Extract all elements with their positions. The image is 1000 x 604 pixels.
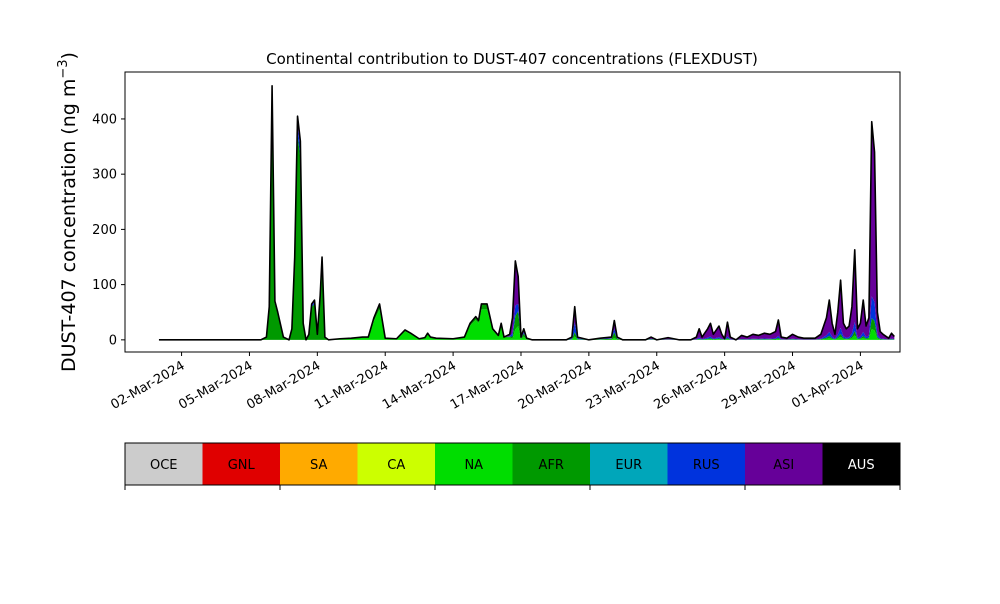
colorbar-swatch-aus xyxy=(822,443,901,485)
colorbar-label-eur: EUR xyxy=(615,458,642,473)
x-tick-label: 20-Mar-2024 xyxy=(516,358,595,412)
total-line xyxy=(158,85,895,341)
colorbar-label-afr: AFR xyxy=(539,458,564,473)
colorbar-swatch-eur xyxy=(590,443,668,485)
colorbar: OCE GNL SA CA NA AFR EUR RUS ASI AUS xyxy=(124,442,901,490)
colorbar-swatch-sa xyxy=(280,443,358,485)
colorbar-swatch-oce xyxy=(125,443,203,485)
colorbar-label-na: NA xyxy=(464,458,483,473)
x-tick-label: 29-Mar-2024 xyxy=(719,358,798,412)
colorbar-label-sa: SA xyxy=(310,458,327,473)
x-axis: 02-Mar-202405-Mar-202408-Mar-202411-Mar-… xyxy=(108,352,866,413)
colorbar-swatch-gnl xyxy=(202,443,281,485)
colorbar-swatch-rus xyxy=(667,443,746,485)
colorbar-label-asi: ASI xyxy=(773,458,794,473)
colorbar-swatch-na xyxy=(435,443,513,485)
colorbar-label-rus: RUS xyxy=(693,458,720,473)
x-tick-label: 23-Mar-2024 xyxy=(584,358,663,412)
x-tick-label: 17-Mar-2024 xyxy=(448,358,527,412)
x-tick-label: 08-Mar-2024 xyxy=(244,358,323,412)
colorbar-frame xyxy=(124,442,901,486)
x-tick-label: 11-Mar-2024 xyxy=(312,358,391,412)
colorbar-label-ca: CA xyxy=(387,458,405,473)
chart-title: Continental contribution to DUST-407 con… xyxy=(266,50,758,68)
colorbar-swatch-asi xyxy=(745,443,823,485)
x-tick-label: 02-Mar-2024 xyxy=(108,358,187,412)
y-tick-label: 400 xyxy=(92,112,117,127)
y-axis: 0 100 200 300 400 xyxy=(92,112,125,348)
y-tick-label: 0 xyxy=(109,333,117,348)
x-tick-label: 14-Mar-2024 xyxy=(380,358,459,412)
y-tick-label: 200 xyxy=(92,223,117,238)
colorbar-label-gnl: GNL xyxy=(228,458,256,473)
colorbar-swatch-afr xyxy=(512,443,591,485)
y-axis-label: DUST-407 concentration (ng m−3) xyxy=(56,52,80,372)
y-tick-label: 300 xyxy=(92,168,117,183)
colorbar-label-aus: AUS xyxy=(848,458,875,473)
y-tick-label: 100 xyxy=(92,278,117,293)
x-tick-label: 26-Mar-2024 xyxy=(651,358,730,412)
x-tick-label: 01-Apr-2024 xyxy=(789,358,866,411)
x-tick-label: 05-Mar-2024 xyxy=(176,358,255,412)
axes-frame xyxy=(124,71,901,353)
colorbar-swatch-ca xyxy=(357,443,436,485)
colorbar-label-oce: OCE xyxy=(150,458,178,473)
plot-area xyxy=(158,85,895,341)
